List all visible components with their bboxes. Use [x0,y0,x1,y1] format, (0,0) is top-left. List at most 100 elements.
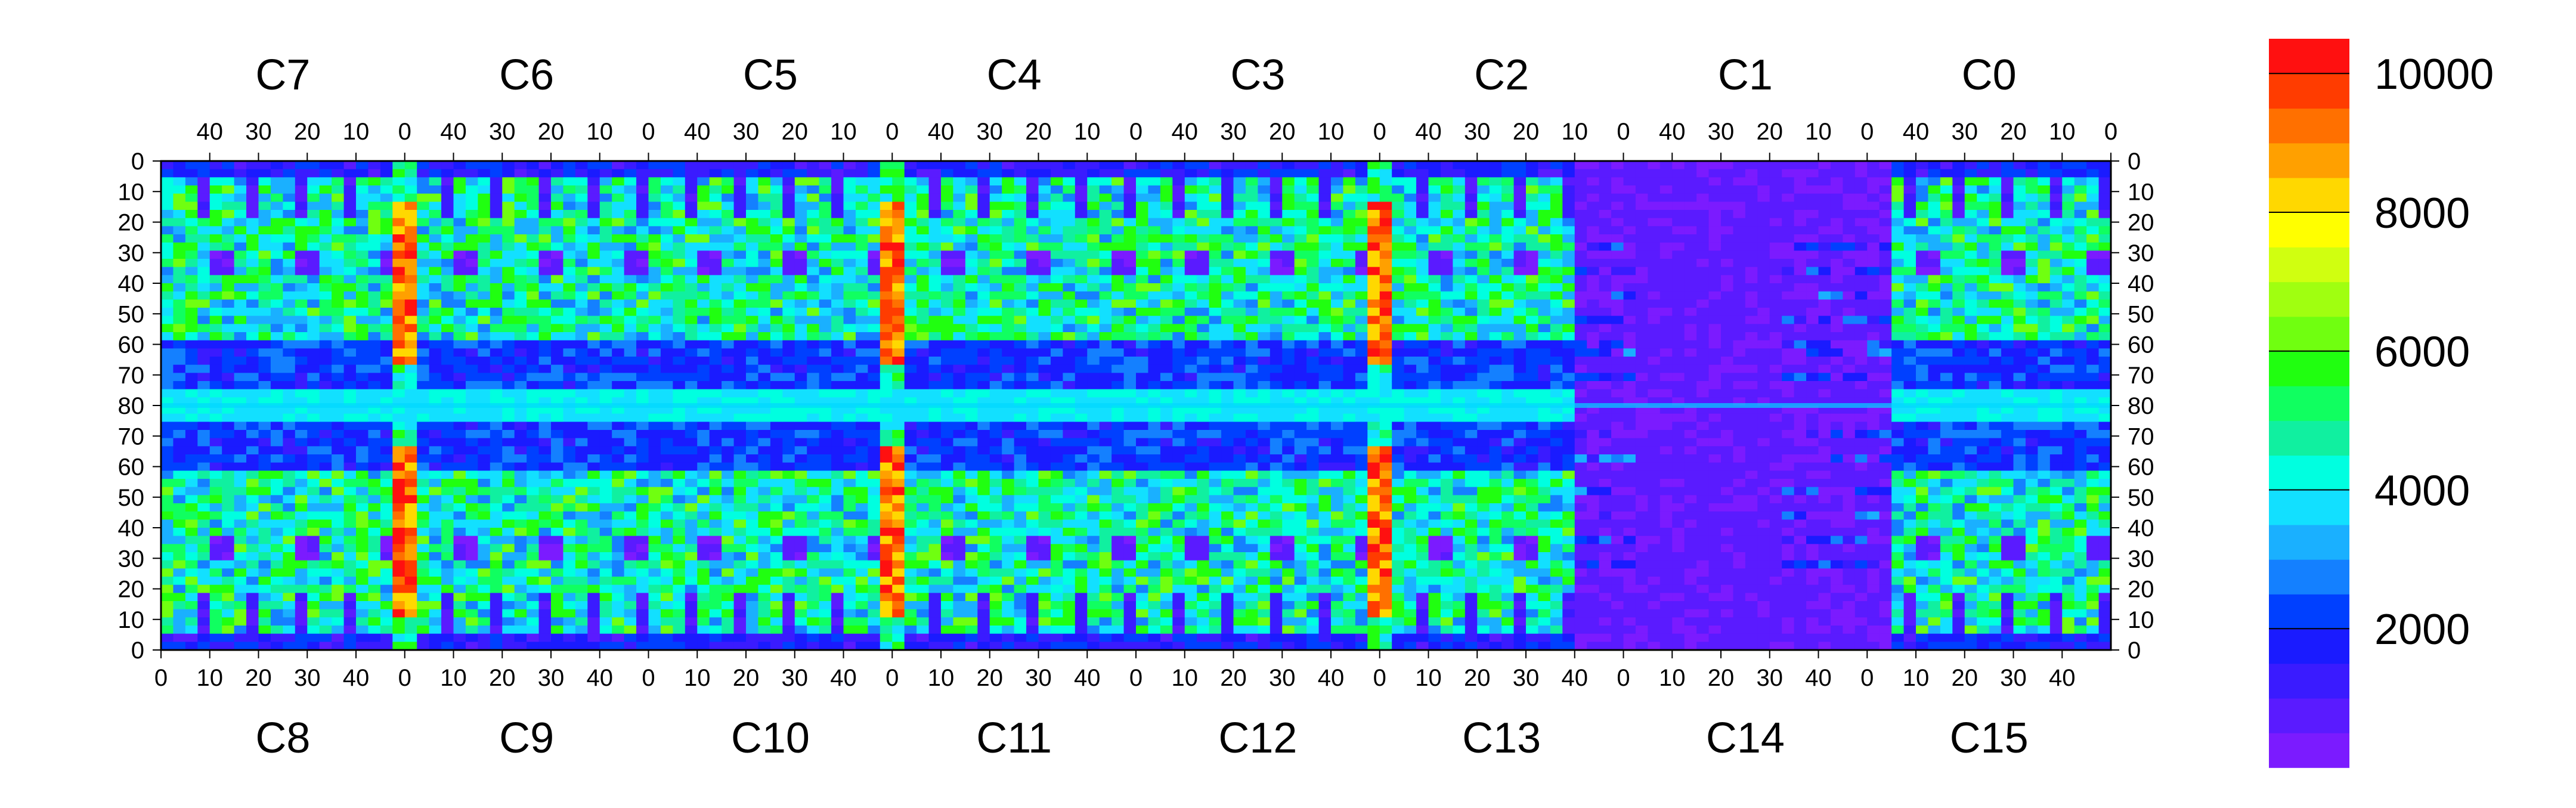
heatmap-cell [1026,218,1039,227]
heatmap-cell [1648,348,1661,357]
heatmap-cell [1075,177,1088,186]
heatmap-cell [2013,324,2026,333]
heatmap-cell [1075,389,1088,398]
heatmap-cell [1830,259,1843,268]
heatmap-cell [758,185,771,194]
heatmap-cell [722,259,735,268]
heatmap-cell [1684,218,1697,227]
heatmap-cell [2013,332,2026,341]
heatmap-cell [295,177,308,186]
heatmap-cell [1672,193,1685,202]
heatmap-cell [1209,291,1222,300]
heatmap-cell [807,226,820,235]
heatmap-cell [332,340,345,349]
heatmap-cell [1587,250,1600,259]
heatmap-cell [1818,218,1831,227]
heatmap-cell [1416,234,1429,243]
heatmap-cell [770,315,783,324]
heatmap-cell [1867,299,1880,308]
heatmap-cell [2062,250,2075,259]
heatmap-cell [1014,169,1027,178]
heatmap-cell [1184,389,1197,398]
heatmap-cell [880,185,893,194]
heatmap-cell [1574,226,1587,235]
heatmap-cell [404,291,417,300]
heatmap-cell [1172,357,1185,366]
heatmap-cell [1574,267,1587,275]
heatmap-cell [2025,373,2038,382]
heatmap-cell [1599,340,1612,349]
heatmap-cell [1294,234,1307,243]
heatmap-cell [977,242,990,251]
heatmap-cell [1526,169,1539,178]
heatmap-cell [404,389,417,398]
heatmap-cell [441,299,454,308]
heatmap-cell [1477,177,1490,186]
heatmap-cell [417,185,430,194]
heatmap-cell [161,267,174,275]
heatmap-cell [1099,373,1112,382]
heatmap-cell [733,193,747,202]
heatmap-cell [380,267,393,275]
heatmap-cell [1343,389,1356,398]
heatmap-cell [465,226,478,235]
heatmap-cell [782,348,795,357]
heatmap-cell [197,470,210,479]
heatmap-cell [1245,226,1258,235]
heatmap-cell [1550,193,1563,202]
heatmap-cell [587,275,600,284]
heatmap-cell [2001,259,2014,268]
heatmap-cell [1465,259,1478,268]
heatmap-cell [1757,324,1770,333]
heatmap-cell [392,242,405,251]
heatmap-cell [1026,315,1039,324]
heatmap-cell [1258,275,1271,284]
heatmap-cell [209,373,222,382]
heatmap-cell [1184,210,1197,219]
heatmap-cell [1245,177,1258,186]
heatmap-cell [989,226,1002,235]
heatmap-cell [1854,267,1868,275]
heatmap-cell [258,185,271,194]
heatmap-cell [1684,161,1697,170]
heatmap-cell [917,373,930,382]
heatmap-cell [1002,283,1015,292]
heatmap-cell [928,373,942,382]
heatmap-cell [1392,364,1405,373]
heatmap-cell [2001,291,2014,300]
heatmap-cell [1940,177,1953,186]
heatmap-cell [685,242,698,251]
heatmap-cell [1428,324,1441,333]
heatmap-cell [599,315,612,324]
heatmap-cell [283,250,296,259]
heatmap-cell [527,381,540,390]
heatmap-cell [1245,259,1258,268]
heatmap-cell [1026,275,1039,284]
heatmap-cell [1708,161,1722,170]
heatmap-cell [380,389,393,398]
heatmap-cell [904,291,917,300]
heatmap-cell [2013,373,2026,382]
heatmap-cell [1233,389,1246,398]
heatmap-cell [1392,267,1405,275]
heatmap-cell [1209,283,1222,292]
heatmap-cell [307,324,320,333]
heatmap-cell [2025,299,2038,308]
heatmap-cell [1245,299,1258,308]
heatmap-cell [965,250,978,259]
heatmap-cell [819,161,832,170]
heatmap-cell [270,193,283,202]
heatmap-cell [636,267,649,275]
heatmap-cell [404,193,417,202]
heatmap-cell [1075,226,1088,235]
heatmap-cell [1465,161,1478,170]
heatmap-cell [1416,267,1429,275]
heatmap-cell [928,202,942,210]
heatmap-cell [1209,332,1222,341]
heatmap-cell [1574,299,1587,308]
heatmap-cell [538,218,552,227]
heatmap-cell [246,226,259,235]
heatmap-cell [758,340,771,349]
heatmap-cell [429,226,442,235]
heatmap-cell [599,373,612,382]
